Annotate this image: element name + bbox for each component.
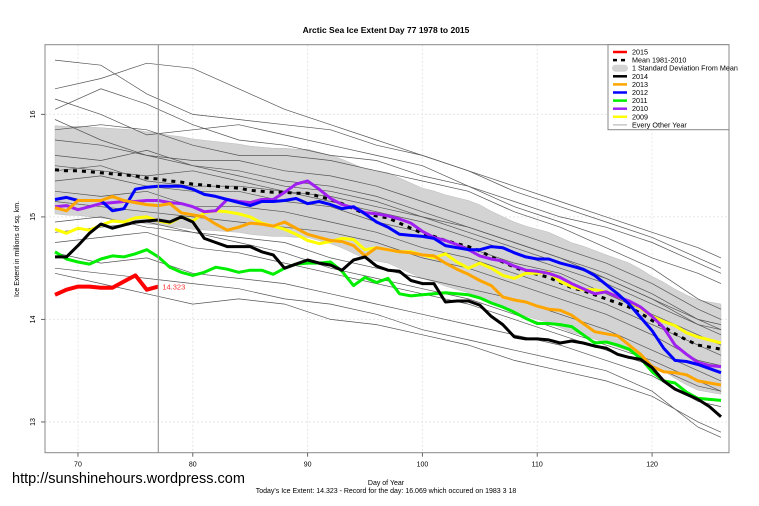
current-day-marker: 14.323 [157,44,185,453]
series-line-2012 [54,184,722,375]
legend-label: Mean 1981-2010 [632,56,686,65]
current-value-label: 14.323 [162,283,185,292]
every-other-year-line [54,165,722,336]
legend-label: 2015 [632,48,648,57]
every-other-year-line [54,88,722,274]
x-tick-label: 110 [532,462,543,469]
x-tick-label: 120 [646,462,658,469]
y-tick-label: 15 [30,213,37,221]
x-axis-label: Day of Year [368,480,405,487]
every-other-year-line [54,190,722,356]
legend-swatch [612,64,628,72]
legend-label: 2011 [632,96,647,105]
y-tick-label: 16 [30,110,37,118]
std-deviation-band [54,125,722,395]
legend-label: 2009 [632,112,648,121]
std-band [54,125,722,395]
series-line-2011 [54,248,722,402]
legend-label: 1 Standard Deviation From Mean [632,64,738,73]
every-other-year-line [54,165,722,331]
series-line-2013 [54,194,722,387]
legend-label: 2013 [632,80,648,89]
every-other-year-line [54,149,722,331]
series-line-2014 [55,215,722,418]
every-other-year-line [54,59,722,269]
x-tick-label: 90 [304,462,312,469]
watermark-url: http://sunshinehours.wordpress.com [12,471,245,487]
series-line-2010 [54,179,722,369]
series-lines [54,168,722,418]
x-tick-label: 80 [189,462,197,469]
y-tick-label: 14 [30,315,37,323]
chart-title: Arctic Sea Ice Extent Day 77 1978 to 201… [303,25,470,35]
every-other-year-line [54,267,722,438]
mean-line [54,168,722,351]
series-line-2015 [54,273,159,297]
plot-frame [44,44,730,454]
every-other-year-line [54,124,722,310]
legend-box [607,44,730,131]
chart-subtitle: Today's Ice Extent: 14.323 - Record for … [256,488,517,495]
legend-label: 2010 [632,104,648,113]
y-axis-label: Ice Extent in millions of sq. km. [14,201,21,297]
y-axis: 13 14 15 16 [30,110,45,426]
legend-label: 2012 [632,88,648,97]
every-other-year-line [54,201,722,366]
y-tick-label: 13 [30,418,37,426]
every-other-year-line [54,98,722,284]
x-axis: 70 80 90 100 110 120 [74,452,658,469]
legend-label: Every Other Year [632,120,687,129]
every-other-year-line [54,216,722,382]
x-tick-label: 70 [74,462,82,469]
every-other-year-line [54,221,722,392]
every-other-year-line [54,272,722,433]
every-other-year-line [54,62,722,259]
legend-label: 2014 [632,72,648,81]
x-tick-label: 100 [417,462,429,469]
